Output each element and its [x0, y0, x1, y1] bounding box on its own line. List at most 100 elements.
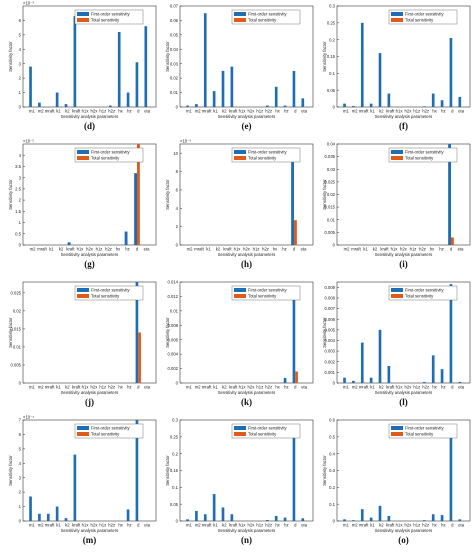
- y-tick-label: 0.02: [170, 76, 179, 81]
- x-tick-label: k1: [213, 109, 218, 114]
- y-tick-label: 0.1: [329, 502, 335, 507]
- x-tick-label: hz: [127, 385, 131, 390]
- x-tick-label: k2: [222, 109, 227, 114]
- legend-label-total: Total sensitivity: [91, 294, 120, 299]
- x-tick-label: d: [137, 385, 140, 390]
- y-exponent-label: ×10⁻⁴: [23, 415, 34, 420]
- legend-swatch-total: [77, 18, 89, 22]
- legend-swatch-first: [77, 12, 89, 16]
- plot-frame: [179, 143, 314, 246]
- x-tick-label: m2: [195, 385, 201, 390]
- bar-total: [451, 237, 454, 245]
- bar-first-order: [144, 26, 148, 108]
- x-tick-label: hz: [441, 109, 445, 114]
- x-tick-label: d: [136, 247, 139, 252]
- x-tick-label: hx: [275, 109, 280, 114]
- x-tick-label: h1z: [253, 247, 260, 252]
- bar-first-order: [266, 519, 269, 521]
- y-tick-label: 0.014: [168, 280, 179, 285]
- y-tick-label: 5: [19, 446, 22, 451]
- x-tick-label: d: [137, 523, 140, 528]
- bar-first-order: [135, 62, 139, 107]
- bar-first-order: [387, 365, 391, 383]
- x-tick-label: m1: [29, 523, 35, 528]
- x-tick-label: h2z: [265, 385, 272, 390]
- x-tick-label: hz: [284, 523, 288, 528]
- y-axis-title: Sensitivity factor: [165, 317, 170, 348]
- y-tick-label: 4: [19, 153, 22, 158]
- y-tick-label: 0.009: [325, 285, 336, 290]
- x-tick-label: m2: [344, 247, 350, 252]
- bar-first-order: [283, 105, 287, 107]
- y-tick-label: 0: [19, 381, 22, 386]
- x-tick-label: mraft: [194, 247, 204, 252]
- y-tick-label: 0: [176, 519, 179, 524]
- y-tick-label: 0.3: [172, 418, 178, 423]
- x-tick-label: hx: [432, 523, 437, 528]
- x-tick-label: k1: [49, 247, 54, 252]
- x-tick-label: h2x: [243, 247, 251, 252]
- legend-swatch-first: [234, 150, 246, 154]
- y-tick-label: 1: [19, 220, 22, 225]
- bar-first-order: [440, 515, 444, 521]
- legend-box: [74, 285, 144, 301]
- y-tick-label: 4: [176, 206, 179, 211]
- bar-first-order: [423, 520, 426, 521]
- bar-first-order: [458, 519, 462, 521]
- bar-first-order: [423, 106, 426, 107]
- y-tick-label: 0.03: [170, 61, 179, 66]
- x-tick-label: m2: [38, 523, 44, 528]
- x-tick-label: h1x: [82, 523, 90, 528]
- bar-first-order: [352, 105, 355, 107]
- y-tick-label: 6: [19, 432, 22, 437]
- x-tick-label: h1x: [396, 109, 404, 114]
- y-tick-label: 0.01: [13, 345, 22, 350]
- bar-first-order: [124, 231, 128, 245]
- bar-first-order: [301, 518, 305, 521]
- bar-first-order: [186, 105, 189, 107]
- legend-label-first: First-order sensitivity: [91, 12, 131, 17]
- bar-total: [138, 332, 141, 383]
- y-axis-title: Sensitivity factor: [8, 455, 13, 486]
- legend-swatch-first: [391, 12, 403, 16]
- y-tick-label: 0.3: [329, 4, 335, 9]
- chart-panel-h: 0 2 4 6 8 10 ×10⁻³ m2 mraft k1 k2 kraft h1x h2x h1z h2z…: [165, 139, 314, 269]
- bar-first-order: [369, 103, 373, 107]
- bar-first-order: [449, 435, 453, 521]
- legend-label-first: First-order sensitivity: [405, 426, 445, 431]
- x-tick-label: kraft: [386, 385, 395, 390]
- x-tick-label: m1: [186, 109, 192, 114]
- panel-label: (m): [83, 535, 97, 545]
- y-tick-label: 0.015: [11, 326, 22, 331]
- x-tick-label: m2: [38, 109, 44, 114]
- bar-first-order: [292, 287, 296, 383]
- bar-first-order: [431, 93, 435, 107]
- x-tick-label: h2z: [419, 247, 426, 252]
- x-axis-title: Sensitivity analysis parameters: [61, 114, 118, 119]
- x-tick-label: h1x: [391, 247, 399, 252]
- x-tick-label: hz: [284, 385, 288, 390]
- plot-frame: [22, 419, 157, 522]
- y-tick-label: 6: [19, 18, 22, 23]
- x-tick-label: k2: [379, 385, 384, 390]
- x-tick-label: mraft: [359, 109, 369, 114]
- plot-frame: [336, 281, 471, 384]
- bar-first-order: [195, 510, 198, 521]
- x-tick-label: m2: [352, 385, 358, 390]
- x-tick-label: h1x: [239, 385, 247, 390]
- legend-label-total: Total sensitivity: [248, 156, 277, 161]
- y-tick-label: 0.002: [325, 359, 336, 364]
- x-tick-label: h2x: [91, 523, 99, 528]
- y-tick-label: 3.5: [15, 164, 21, 169]
- x-tick-label: h2z: [422, 385, 429, 390]
- x-tick-label: m2: [352, 523, 358, 528]
- panel-label: (d): [84, 121, 95, 131]
- x-axis-title: Sensitivity analysis parameters: [61, 252, 118, 257]
- y-tick-label: 0.25: [327, 20, 336, 25]
- legend-label-total: Total sensitivity: [91, 432, 120, 437]
- y-tick-label: 0.5: [329, 434, 335, 439]
- y-tick-label: 0.008: [325, 296, 336, 301]
- bar-first-order: [73, 454, 77, 521]
